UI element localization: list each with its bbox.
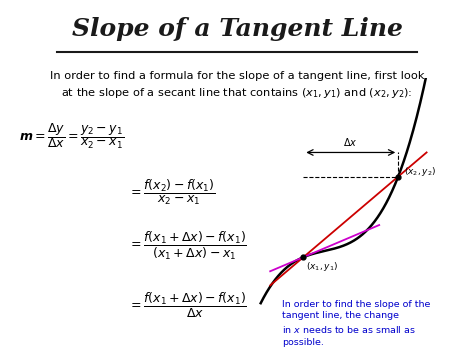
- Text: $= \dfrac{f(x_2) - f(x_1)}{x_2 - x_1}$: $= \dfrac{f(x_2) - f(x_1)}{x_2 - x_1}$: [128, 178, 216, 207]
- Text: $= \dfrac{f(x_1 + \Delta x) - f(x_1)}{\Delta x}$: $= \dfrac{f(x_1 + \Delta x) - f(x_1)}{\D…: [128, 291, 247, 320]
- Text: $(x_1, y_1)$: $(x_1, y_1)$: [306, 261, 338, 273]
- Text: at the slope of a secant line that contains $(x_1,y_1)$ and $(x_2,y_2)$:: at the slope of a secant line that conta…: [61, 86, 413, 100]
- Text: In order to find the slope of the
tangent line, the change
in $x$ needs to be as: In order to find the slope of the tangen…: [282, 300, 430, 347]
- Text: $\boldsymbol{m} = \dfrac{\Delta y}{\Delta x} = \dfrac{y_2 - y_1}{x_2 - x_1}$: $\boldsymbol{m} = \dfrac{\Delta y}{\Delt…: [19, 122, 124, 151]
- Text: In order to find a formula for the slope of a tangent line, first look: In order to find a formula for the slope…: [50, 71, 424, 81]
- Text: Slope of a Tangent Line: Slope of a Tangent Line: [72, 17, 402, 41]
- Text: $(x_2, y_2)$: $(x_2, y_2)$: [404, 165, 436, 179]
- Text: $= \dfrac{f(x_1 + \Delta x) - f(x_1)}{(x_1 + \Delta x) - x_1}$: $= \dfrac{f(x_1 + \Delta x) - f(x_1)}{(x…: [128, 230, 247, 262]
- Text: $\Delta x$: $\Delta x$: [344, 136, 358, 148]
